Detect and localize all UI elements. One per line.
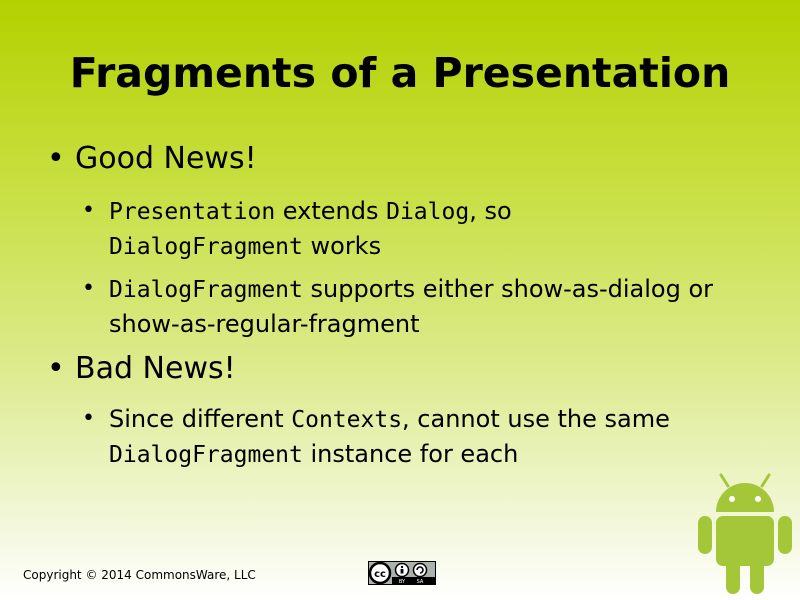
bullet-dot: • [82, 198, 95, 223]
bullet-text: Since different [109, 405, 292, 433]
bullet-text: instance for each [302, 440, 519, 468]
bullet-dot: • [82, 276, 95, 301]
sub-bullet-different-contexts: • Since different Contexts, cannot use t… [82, 402, 772, 472]
code-term: Presentation [109, 199, 276, 225]
code-term: Contexts [291, 407, 403, 433]
sub-bullet-dialogfragment-supports: • DialogFragment supports either show-as… [82, 272, 772, 341]
bullet-heading: Bad News! [75, 351, 236, 386]
copyright-notice: Copyright © 2014 CommonsWare, LLC [23, 568, 256, 582]
code-term: DialogFragment [109, 442, 303, 468]
bullet-text: show-as-regular-fragment [109, 310, 420, 338]
bullet-dot: • [47, 141, 65, 176]
code-term: DialogFragment [109, 277, 303, 303]
bullet-text: extends [275, 197, 387, 225]
android-eye-left [729, 496, 735, 502]
sa-label: SA [417, 579, 424, 585]
bullet-dot: • [47, 351, 65, 386]
code-term: Dialog [386, 199, 470, 225]
bullet-text: , so [469, 197, 512, 225]
bullet-dot: • [82, 406, 95, 431]
bullet-text: supports either show-as-dialog or [302, 275, 714, 303]
android-robot-icon [698, 473, 792, 594]
android-eye-right [755, 496, 761, 502]
code-term: DialogFragment [109, 234, 303, 260]
cc-label: cc [374, 569, 386, 580]
slide-title: Fragments of a Presentation [69, 49, 731, 97]
creative-commons-by-sa-icon: cc BY SA [368, 561, 436, 585]
by-label: BY [399, 579, 406, 585]
bullet-heading: Good News! [75, 141, 257, 176]
sub-bullet-presentation-extends-dialog: • Presentation extends Dialog, so Dialog… [82, 194, 772, 264]
share-alike-icon [412, 562, 428, 578]
bullet-text: , cannot use the same [402, 405, 670, 433]
bullet-text: works [302, 232, 382, 260]
